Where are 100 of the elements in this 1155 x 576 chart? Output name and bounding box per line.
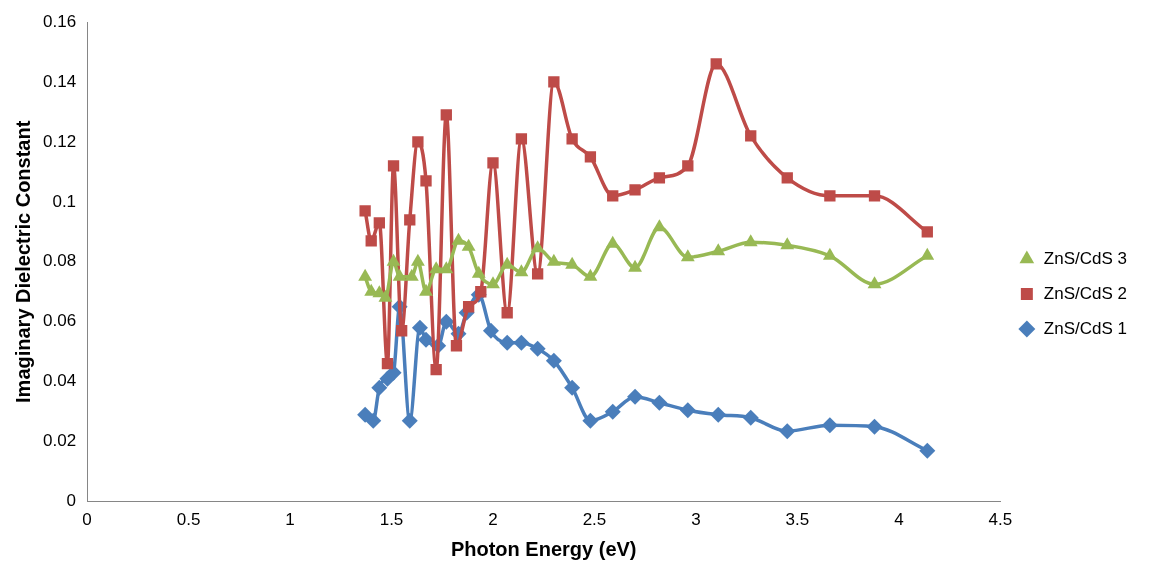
point <box>515 133 528 145</box>
point <box>566 133 578 145</box>
legend-label: ZnS/CdS 2 <box>1043 283 1128 303</box>
point <box>499 334 516 351</box>
x-tick-label: 1 <box>285 510 295 530</box>
x-tick-label: 3 <box>691 510 701 530</box>
point <box>371 379 388 396</box>
y-tick-label: 0.08 <box>42 251 77 271</box>
point <box>359 205 371 217</box>
point <box>410 253 425 266</box>
point <box>710 406 727 423</box>
x-tick-label: 4 <box>894 510 904 530</box>
point <box>387 160 400 172</box>
x-tick-label: 4.5 <box>988 510 1013 530</box>
point <box>607 190 619 202</box>
x-tick-label: 2 <box>488 510 498 530</box>
point <box>627 388 644 405</box>
point <box>868 190 881 202</box>
point <box>742 409 759 426</box>
point <box>867 276 882 289</box>
point <box>404 214 416 226</box>
y-tick-label: 0.12 <box>42 131 77 151</box>
point <box>679 402 696 419</box>
point <box>652 219 667 232</box>
point <box>462 301 475 313</box>
point <box>373 217 385 229</box>
point <box>584 151 597 163</box>
point <box>365 235 377 247</box>
point <box>381 358 394 370</box>
y-tick-label: 0.06 <box>42 311 77 331</box>
point <box>866 418 883 435</box>
point <box>604 403 621 420</box>
point <box>781 172 793 184</box>
legend-label: ZnS/CdS 3 <box>1043 248 1128 268</box>
point <box>710 58 722 70</box>
point <box>482 322 499 339</box>
x-tick-label: 3.5 <box>785 510 810 530</box>
point <box>401 412 418 429</box>
y-tick-label: 0.1 <box>52 191 77 211</box>
point <box>486 276 500 289</box>
point <box>565 256 580 269</box>
point <box>745 130 757 142</box>
x-tick-label: 1.5 <box>379 510 404 530</box>
y-axis-title: Imaginary Dielectric Constant <box>11 120 34 403</box>
point <box>439 261 454 274</box>
point <box>404 268 419 281</box>
x-tick-label: 0 <box>82 510 92 530</box>
point <box>471 265 486 278</box>
point <box>680 249 695 262</box>
point <box>628 259 642 272</box>
point <box>629 184 641 196</box>
point <box>531 268 544 280</box>
point <box>530 240 545 253</box>
y-tick-label: 0.02 <box>42 431 77 451</box>
point <box>545 352 562 369</box>
point <box>412 136 424 148</box>
point <box>396 325 408 337</box>
point <box>386 253 401 266</box>
point <box>440 109 452 121</box>
point <box>921 226 933 238</box>
point <box>682 160 694 172</box>
point <box>450 340 463 352</box>
point <box>461 238 476 251</box>
point <box>711 243 726 256</box>
point <box>514 264 529 277</box>
point <box>920 247 935 260</box>
point <box>919 442 936 459</box>
point <box>365 412 382 429</box>
x-tick-label: 0.5 <box>176 510 201 530</box>
point <box>513 334 530 351</box>
point <box>821 417 838 434</box>
point <box>743 234 758 247</box>
point <box>824 190 836 202</box>
point <box>419 283 433 296</box>
y-tick-label: 0.14 <box>42 71 77 91</box>
point <box>501 307 513 319</box>
point <box>420 175 432 187</box>
point <box>653 172 666 184</box>
y-tick-label: 0.04 <box>42 371 77 391</box>
point <box>358 268 373 281</box>
point <box>651 394 668 411</box>
point <box>582 412 599 429</box>
point <box>378 289 393 302</box>
legend-label: ZnS/CdS 1 <box>1043 318 1128 338</box>
point <box>430 364 442 376</box>
point <box>564 379 581 396</box>
point <box>392 268 407 281</box>
point <box>451 232 466 245</box>
y-tick-label: 0 <box>66 491 77 511</box>
point <box>548 76 560 88</box>
x-axis-title: Photon Energy (eV) <box>450 537 637 560</box>
point <box>411 319 428 336</box>
point <box>546 253 561 266</box>
point <box>780 237 795 250</box>
point <box>438 313 455 330</box>
point <box>605 235 620 248</box>
point <box>583 268 598 281</box>
point <box>822 247 837 260</box>
y-tick-label: 0.16 <box>42 11 77 31</box>
point <box>779 423 796 440</box>
